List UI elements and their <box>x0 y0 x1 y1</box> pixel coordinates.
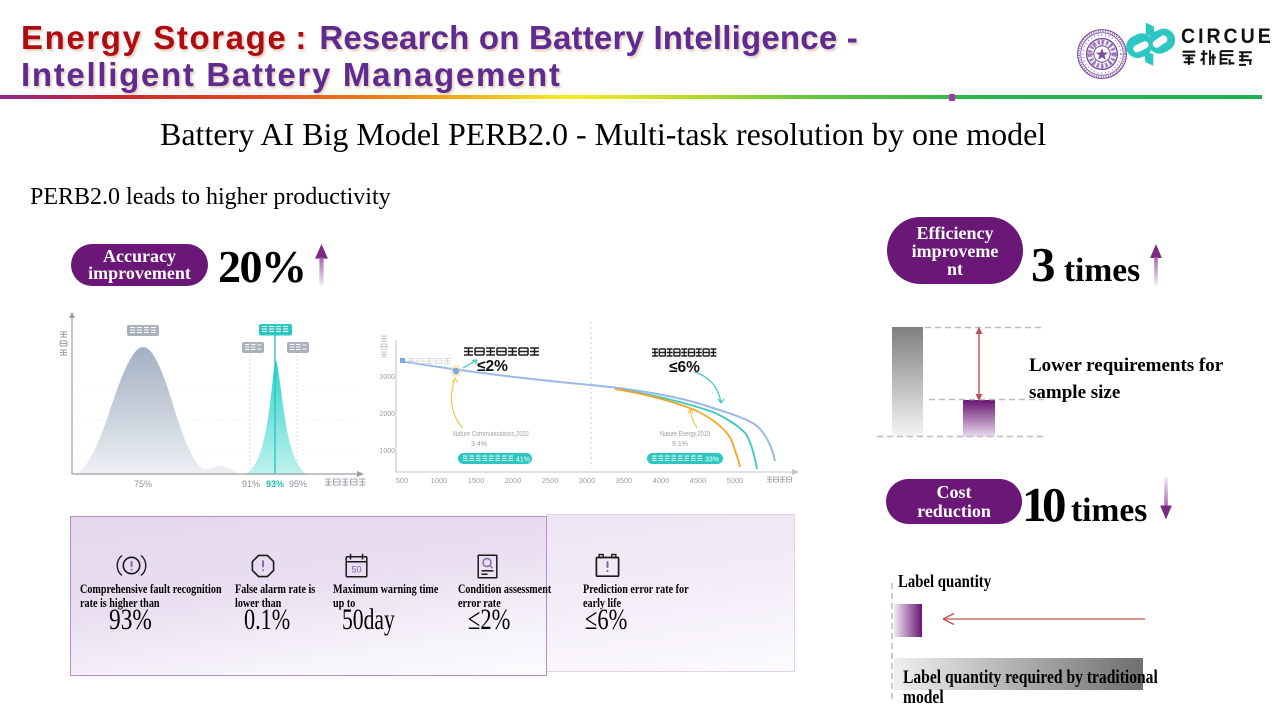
svg-text:≤2%: ≤2% <box>477 358 508 375</box>
svg-text:3000: 3000 <box>379 374 395 381</box>
svg-text:33%: 33% <box>705 457 719 464</box>
svg-text:2000: 2000 <box>379 411 395 418</box>
svg-text:3500: 3500 <box>616 476 633 485</box>
svg-text:4500: 4500 <box>690 476 707 485</box>
svg-text:2000: 2000 <box>505 476 522 485</box>
svg-text:75%: 75% <box>134 479 152 489</box>
svg-text:1000: 1000 <box>431 476 448 485</box>
svg-text:1000: 1000 <box>379 448 395 455</box>
svg-text:9.1%: 9.1% <box>672 441 688 448</box>
svg-text:Nature Communications,2022: Nature Communications,2022 <box>453 431 529 438</box>
svg-text:≤6%: ≤6% <box>669 359 700 376</box>
svg-text:1500: 1500 <box>468 476 485 485</box>
svg-text:5000: 5000 <box>727 476 744 485</box>
svg-text:2500: 2500 <box>542 476 559 485</box>
svg-text:41%: 41% <box>516 457 530 464</box>
svg-text:93%: 93% <box>266 479 284 489</box>
svg-text:500: 500 <box>396 476 409 485</box>
svg-text:3000: 3000 <box>579 476 596 485</box>
svg-text:Nature Energy,2019: Nature Energy,2019 <box>660 431 710 438</box>
svg-text:4000: 4000 <box>653 476 670 485</box>
svg-text:95%: 95% <box>289 479 307 489</box>
svg-text:91%: 91% <box>242 479 260 489</box>
svg-text:3.4%: 3.4% <box>471 441 487 448</box>
svg-text:50: 50 <box>351 565 361 575</box>
